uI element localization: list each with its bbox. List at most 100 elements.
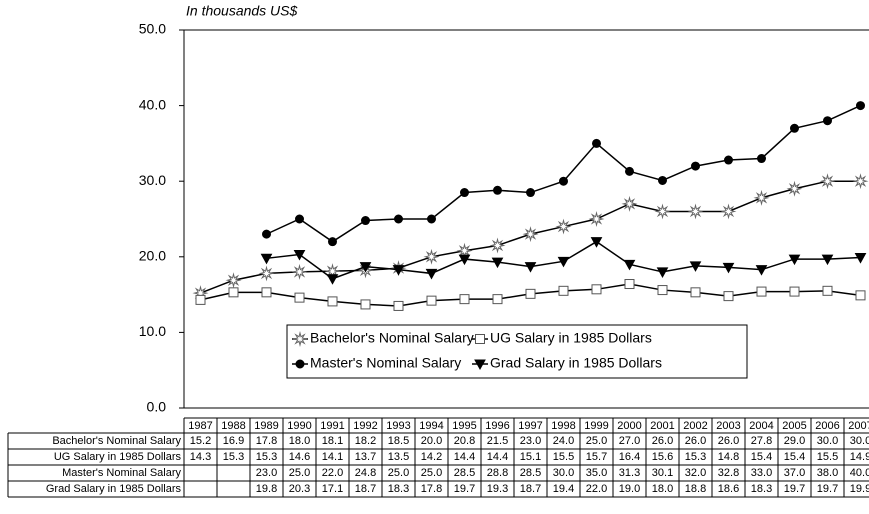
table-cell: 15.3 [685, 451, 706, 463]
point [753, 189, 770, 206]
point [359, 262, 372, 273]
table-cell: 30.0 [817, 435, 838, 447]
x-tick-label: 1991 [320, 420, 344, 432]
point [394, 214, 403, 224]
point [558, 285, 569, 296]
point [786, 180, 803, 197]
x-tick-label: 2005 [782, 420, 806, 432]
point [691, 161, 700, 171]
table-cell: 19.7 [817, 483, 838, 495]
point [555, 218, 572, 235]
table-cell: 14.8 [718, 451, 739, 463]
table-cell: 23.0 [256, 467, 277, 479]
table-cell: 28.5 [454, 467, 475, 479]
point [789, 286, 800, 297]
table-cell: 17.1 [322, 483, 343, 495]
point [823, 116, 832, 126]
point [559, 176, 568, 186]
y-tick-label: 50.0 [139, 21, 166, 37]
table-cell: 26.0 [652, 435, 673, 447]
point [657, 285, 668, 296]
point [757, 154, 766, 164]
table-cell: 19.0 [619, 483, 640, 495]
table-cell: 19.4 [553, 483, 574, 495]
table-cell: 20.0 [421, 435, 442, 447]
x-tick-label: 2006 [815, 420, 839, 432]
point [392, 265, 405, 276]
table-cell: 19.9 [850, 483, 869, 495]
x-tick-label: 2002 [683, 420, 707, 432]
point [195, 294, 206, 305]
table-cell: 18.3 [388, 483, 409, 495]
legend-label: Grad Salary in 1985 Dollars [490, 355, 662, 371]
table-cell: 22.0 [322, 467, 343, 479]
table-cell: 15.4 [751, 451, 772, 463]
x-tick-label: 1990 [287, 420, 311, 432]
table-cell: 25.0 [421, 467, 442, 479]
point [493, 185, 502, 195]
x-tick-label: 2000 [617, 420, 641, 432]
point [723, 291, 734, 302]
point [756, 286, 767, 297]
table-cell: 40.0 [850, 467, 869, 479]
table-cell: 14.2 [421, 451, 442, 463]
table-cell: 15.5 [553, 451, 574, 463]
x-tick-label: 1992 [353, 420, 377, 432]
point [328, 237, 337, 247]
point [592, 138, 601, 148]
table-cell: 38.0 [817, 467, 838, 479]
table-cell: 30.0 [850, 435, 869, 447]
table-cell: 23.0 [520, 435, 541, 447]
point [522, 226, 539, 243]
legend-label: UG Salary in 1985 Dollars [490, 330, 652, 346]
table-cell: 19.8 [256, 483, 277, 495]
table-cell: 14.1 [322, 451, 343, 463]
point [460, 188, 469, 198]
table-cell: 29.0 [784, 435, 805, 447]
table-cell: 30.1 [652, 467, 673, 479]
point [360, 299, 371, 310]
table-cell: 14.4 [454, 451, 475, 463]
point [819, 173, 836, 190]
table-cell: 15.1 [520, 451, 541, 463]
table-cell: 17.8 [256, 435, 277, 447]
legend-label: Master's Nominal Salary [310, 355, 461, 371]
table-cell: 18.1 [322, 435, 343, 447]
legend-marker [475, 334, 485, 344]
table-cell: 15.3 [256, 451, 277, 463]
table-cell: 19.3 [487, 483, 508, 495]
table-cell: 15.3 [223, 451, 244, 463]
legend-label: Bachelor's Nominal Salary [310, 330, 474, 346]
table-cell: 20.3 [289, 483, 310, 495]
point [459, 294, 470, 305]
chart-title: In thousands US$ [186, 3, 298, 19]
point [524, 262, 537, 273]
y-tick-label: 20.0 [139, 248, 166, 264]
point [656, 267, 669, 278]
table-cell: 18.2 [355, 435, 376, 447]
point [327, 296, 338, 307]
table-cell: 16.9 [223, 435, 244, 447]
table-row-label: Bachelor's Nominal Salary [52, 435, 181, 447]
point [755, 265, 768, 276]
point [261, 287, 272, 298]
point [623, 259, 636, 271]
point [689, 261, 702, 272]
table-cell: 24.0 [553, 435, 574, 447]
table-cell: 18.0 [652, 483, 673, 495]
point [588, 211, 605, 227]
table-cell: 30.0 [553, 467, 574, 479]
point [324, 263, 341, 280]
table-cell: 32.8 [718, 467, 739, 479]
point [225, 272, 242, 289]
table-cell: 14.6 [289, 451, 310, 463]
point [423, 248, 440, 265]
point [361, 216, 370, 226]
point [658, 175, 667, 185]
table-cell: 15.5 [817, 451, 838, 463]
table-cell: 20.8 [454, 435, 475, 447]
table-cell: 18.3 [751, 483, 772, 495]
point [492, 294, 503, 305]
table-cell: 15.6 [652, 451, 673, 463]
